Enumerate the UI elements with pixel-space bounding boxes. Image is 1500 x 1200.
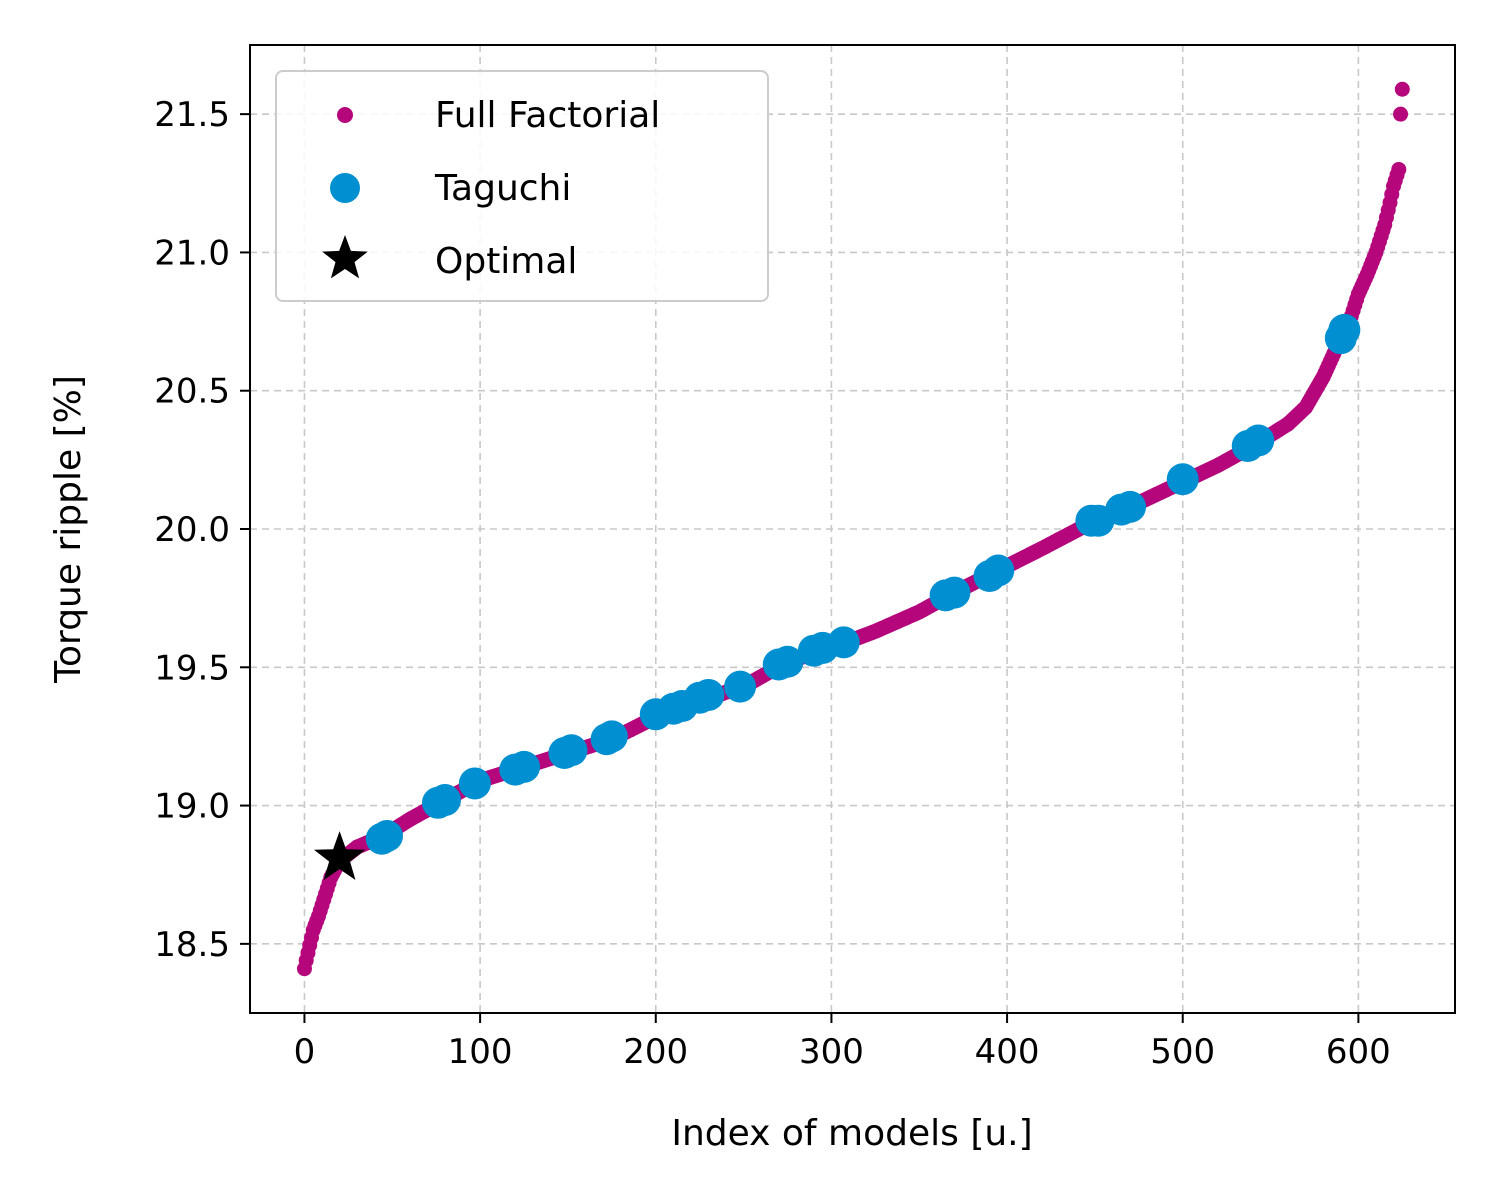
x-tick-label: 400 bbox=[975, 1032, 1040, 1072]
y-tick-label: 20.0 bbox=[154, 510, 230, 550]
taguchi-point bbox=[555, 734, 588, 767]
y-axis-ticks: 18.5 19.0 19.5 20.0 20.5 21.0 21.5 bbox=[154, 95, 250, 965]
y-axis-label: Torque ripple [%] bbox=[48, 375, 89, 684]
x-tick-label: 600 bbox=[1326, 1032, 1391, 1072]
x-tick-label: 0 bbox=[294, 1032, 316, 1072]
taguchi-point bbox=[508, 750, 541, 783]
taguchi-point bbox=[1166, 463, 1199, 496]
taguchi-point bbox=[692, 678, 725, 711]
y-tick-label: 21.5 bbox=[154, 95, 230, 135]
y-tick-label: 18.5 bbox=[154, 925, 230, 965]
legend: Full Factorial Taguchi Optimal bbox=[275, 70, 769, 302]
optimal-series bbox=[313, 831, 366, 880]
taguchi-point bbox=[724, 670, 757, 703]
taguchi-point bbox=[771, 645, 804, 678]
legend-full-factorial-label: Full Factorial bbox=[435, 95, 660, 136]
y-tick-label: 21.0 bbox=[154, 233, 230, 273]
taguchi-point bbox=[428, 784, 461, 817]
taguchi-point bbox=[827, 626, 860, 659]
taguchi-point bbox=[371, 819, 404, 852]
legend-taguchi-label: Taguchi bbox=[434, 168, 571, 209]
y-tick-label: 19.0 bbox=[154, 787, 230, 827]
x-tick-label: 100 bbox=[448, 1032, 513, 1072]
x-tick-label: 500 bbox=[1150, 1032, 1215, 1072]
legend-full-factorial-marker bbox=[337, 107, 353, 123]
y-tick-label: 19.5 bbox=[154, 648, 230, 688]
legend-box bbox=[275, 70, 769, 302]
full-factorial-point bbox=[1393, 106, 1409, 122]
taguchi-point bbox=[458, 767, 491, 800]
full-factorial-point bbox=[1391, 161, 1407, 177]
x-tick-label: 200 bbox=[623, 1032, 688, 1072]
legend-optimal-marker bbox=[322, 235, 368, 279]
full-factorial-point bbox=[1394, 81, 1410, 97]
x-axis-ticks: 0 100 200 300 400 500 600 bbox=[294, 1013, 1391, 1072]
y-tick-label: 20.5 bbox=[154, 372, 230, 412]
taguchi-point bbox=[1114, 490, 1147, 523]
taguchi-point bbox=[1328, 313, 1361, 346]
x-tick-label: 300 bbox=[799, 1032, 864, 1072]
taguchi-point bbox=[938, 576, 971, 609]
optimal-point bbox=[313, 831, 366, 880]
taguchi-series bbox=[365, 313, 1361, 855]
taguchi-point bbox=[595, 720, 628, 753]
taguchi-point bbox=[1242, 424, 1275, 457]
x-axis-label: Index of models [u.] bbox=[671, 1113, 1032, 1154]
legend-optimal-label: Optimal bbox=[435, 241, 577, 282]
legend-taguchi-marker bbox=[330, 173, 360, 203]
taguchi-point bbox=[982, 554, 1015, 587]
